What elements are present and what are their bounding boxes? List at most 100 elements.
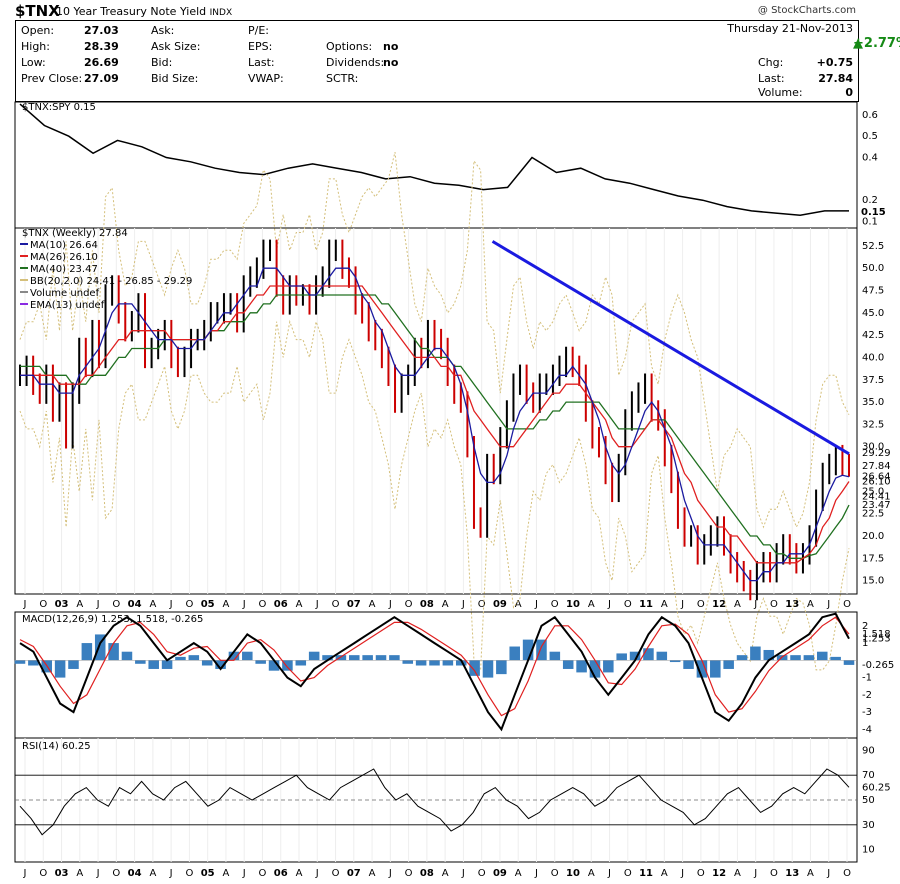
up-triangle-icon: ▲ [853, 36, 863, 51]
x-tick-label: A [807, 599, 814, 610]
y-tick-label: 23.47 [862, 500, 891, 511]
y-tick-label: 52.5 [862, 241, 884, 252]
macd-histogram-bar [643, 648, 654, 661]
macd-histogram-bar [589, 660, 601, 678]
quote-label: P/E: [248, 24, 269, 37]
x-tick-label: O [259, 599, 267, 610]
macd-histogram-bar [188, 655, 200, 661]
x-tick-label: J [315, 868, 319, 879]
x-tick-label: J [534, 868, 538, 879]
y-tick-label: 70 [862, 770, 875, 781]
quote-value: no [383, 56, 399, 69]
x-tick-label: 08 [420, 599, 434, 610]
quote-label: Prev Close: [21, 72, 83, 85]
x-tick-label: 10 [566, 868, 580, 879]
quote-value: 27.09 [84, 72, 119, 85]
y-tick-label: 60.25 [862, 782, 891, 793]
y-tick-label: 32.5 [862, 419, 884, 430]
macd-histogram-bar [843, 660, 855, 665]
y-tick-label: 22.5 [862, 509, 884, 520]
y-tick-label: -1 [862, 673, 872, 684]
quote-label: Ask Size: [151, 40, 201, 53]
x-tick-label: A [296, 868, 303, 879]
y-tick-label: 0.5 [862, 131, 878, 142]
x-tick-label: O [624, 868, 632, 879]
x-tick-label: A [734, 868, 741, 879]
x-tick-label: J [169, 868, 173, 879]
quote-label: Low: [21, 56, 46, 69]
x-tick-label: J [388, 868, 392, 879]
x-tick-label: O [551, 599, 559, 610]
macd-histogram-bar [28, 660, 39, 666]
macd-histogram-bar [776, 655, 788, 661]
legend-ma10: MA(10) 26.64 [30, 240, 98, 251]
macd-histogram-bar [148, 660, 159, 669]
x-tick-label: O [185, 868, 193, 879]
x-tick-label: O [697, 868, 705, 879]
macd-histogram-bar [616, 653, 627, 661]
macd-histogram-bar [710, 660, 721, 678]
legend-ma40: MA(40) 23.47 [30, 264, 98, 275]
y-tick-label: 37.5 [862, 375, 884, 386]
x-tick-label: A [807, 868, 814, 879]
x-tick-label: O [697, 599, 705, 610]
quote-label: Bid: [151, 56, 173, 69]
x-tick-label: 12 [712, 599, 726, 610]
macd-signal-line [19, 616, 850, 717]
x-tick-label: J [96, 599, 100, 610]
macd-histogram-bar [455, 660, 467, 666]
macd-histogram-bar [362, 655, 373, 661]
quote-label: Ask: [151, 24, 175, 37]
macd-histogram-bar [763, 649, 775, 661]
macd-histogram-bar [576, 660, 587, 673]
x-tick-label: 10 [566, 599, 580, 610]
x-tick-label: A [661, 599, 668, 610]
x-tick-label: O [551, 868, 559, 879]
macd-histogram-bar [349, 655, 360, 661]
x-tick-label: 13 [785, 868, 799, 879]
x-tick-label: O [39, 599, 47, 610]
quote-value: 27.03 [84, 24, 119, 37]
macd-histogram-bar [790, 655, 801, 661]
x-tick-label: A [76, 599, 83, 610]
y-tick-label: 35.0 [862, 397, 884, 408]
x-tick-label: 03 [55, 599, 69, 610]
x-tick-label: J [461, 599, 465, 610]
quote-value: 28.39 [84, 40, 119, 53]
y-tick-label: 30.0 [862, 442, 884, 453]
macd-histogram-bar [696, 660, 708, 678]
x-tick-label: A [369, 868, 376, 879]
y-tick-label: 50 [862, 795, 875, 806]
x-tick-label: O [185, 599, 193, 610]
macd-histogram-bar [629, 651, 641, 661]
macd-histogram-bar [389, 655, 400, 661]
quote-table: Open: 27.03 High: 28.39 Low: 26.69 Prev … [15, 20, 900, 102]
macd-histogram-bar [469, 660, 480, 676]
resistance-trendline [491, 240, 850, 456]
x-tick-label: 11 [639, 599, 653, 610]
y-tick-label: 90 [862, 745, 875, 756]
x-tick-label: J [23, 868, 27, 879]
macd-histogram-bar [669, 660, 681, 663]
pane-frame [14, 101, 858, 229]
x-tick-label: A [734, 599, 741, 610]
x-tick-label: O [478, 599, 486, 610]
y-tick-label: 0.4 [862, 153, 878, 164]
quote-label: Options: [326, 40, 373, 53]
macd-histogram-bar [509, 646, 520, 661]
x-tick-label: 07 [347, 868, 361, 879]
x-tick-label: J [96, 868, 100, 879]
x-tick-label: 03 [55, 868, 69, 879]
macd-histogram-bar [549, 651, 561, 661]
x-tick-label: 05 [201, 868, 215, 879]
ratio-axis: 0.1 0.2 0.4 0.5 0.6 0.15 [861, 110, 886, 228]
x-tick-label: 12 [712, 868, 726, 879]
x-tick-label: A [442, 868, 449, 879]
quote-label: Open: [21, 24, 55, 37]
macd-histogram-bar [415, 660, 427, 666]
quote-label: High: [21, 40, 50, 53]
x-tick-label: A [149, 868, 156, 879]
y-tick-label: 40.0 [862, 352, 884, 363]
x-tick-label: 09 [493, 599, 507, 610]
